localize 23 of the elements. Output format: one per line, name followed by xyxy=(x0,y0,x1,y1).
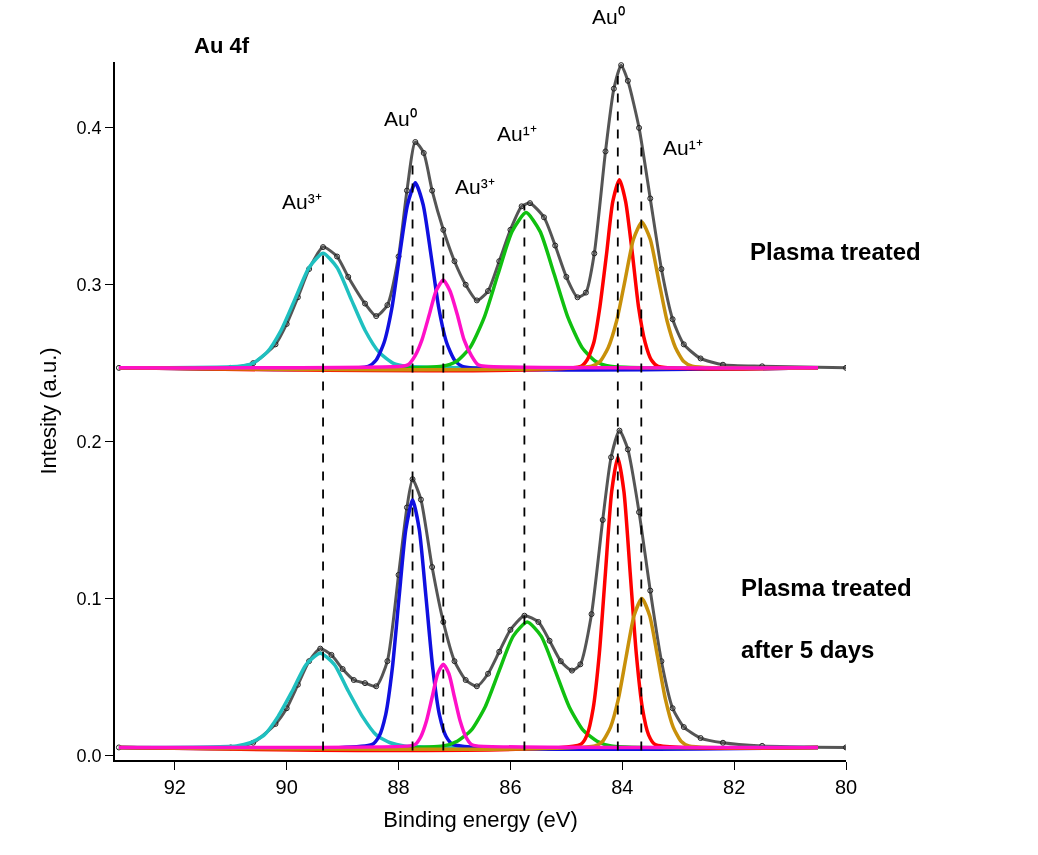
y-axis-title: Intesity (a.u.) xyxy=(35,347,61,475)
text: Plasma treated after 5 days xyxy=(741,574,912,664)
x-tick-label: 90 xyxy=(275,775,298,798)
annotation: Au³⁺ xyxy=(455,175,495,198)
annotation: Plasma treated xyxy=(750,238,921,265)
y-tick-label: 0.4 xyxy=(76,118,102,139)
annotation: Au¹⁺ xyxy=(663,136,703,159)
annotation: Au⁰ xyxy=(384,107,417,130)
annotation: Au⁰ xyxy=(592,5,625,28)
y-tick-label: 0.2 xyxy=(76,431,102,452)
x-tick-label: 82 xyxy=(723,775,746,798)
y-tick-label: 0.0 xyxy=(76,745,102,766)
x-tick-label: 88 xyxy=(387,775,410,798)
y-tick-label: 0.3 xyxy=(76,275,102,296)
annotation: Au¹⁺ xyxy=(497,122,537,145)
text: Au 4f xyxy=(194,33,250,58)
x-tick-label: 80 xyxy=(834,775,858,798)
x-axis-title: Binding energy (eV) xyxy=(383,807,578,833)
x-tick-label: 84 xyxy=(611,775,634,798)
x-tick-label: 92 xyxy=(163,775,186,798)
x-tick-label: 86 xyxy=(499,775,522,798)
y-tick-label: 0.1 xyxy=(76,588,102,609)
annotation: Au³⁺ xyxy=(282,190,322,213)
